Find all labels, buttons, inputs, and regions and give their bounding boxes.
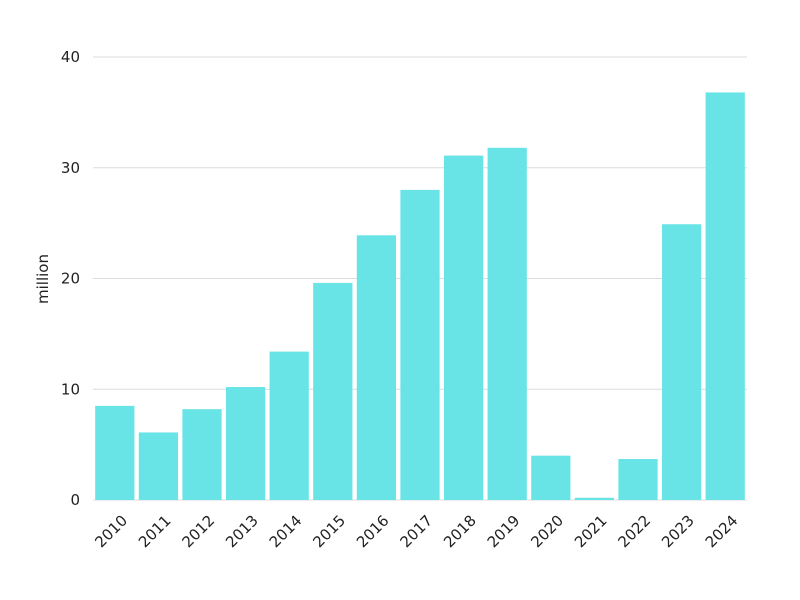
y-tick-label: 40 — [61, 48, 80, 66]
y-tick-label: 30 — [61, 159, 80, 177]
x-tick-label: 2018 — [440, 512, 480, 552]
x-tick-label: 2024 — [702, 512, 742, 552]
bar — [531, 455, 571, 500]
y-tick-label: 20 — [61, 270, 80, 288]
x-tick-label: 2013 — [222, 512, 262, 552]
bar — [618, 459, 658, 500]
bar — [356, 235, 397, 500]
x-tick-label: 2020 — [527, 512, 567, 552]
bar — [138, 432, 179, 500]
y-tick-label: 10 — [61, 380, 80, 398]
bar — [269, 351, 309, 500]
x-tick-label: 2015 — [309, 512, 349, 552]
bar — [182, 409, 222, 500]
bar — [487, 147, 527, 500]
x-tick-label: 2022 — [615, 512, 655, 552]
y-axis-label: million — [34, 254, 52, 304]
x-tick-label: 2021 — [571, 512, 611, 552]
bar — [574, 497, 615, 500]
y-tick-label: 0 — [70, 491, 80, 509]
x-tick-label: 2023 — [658, 512, 698, 552]
x-tick-label: 2016 — [353, 512, 393, 552]
x-tick-label: 2010 — [91, 512, 131, 552]
bar — [95, 405, 135, 500]
x-tick-label: 2011 — [135, 512, 175, 552]
bar — [661, 224, 702, 501]
bar — [225, 387, 266, 500]
x-tick-label: 2017 — [397, 512, 437, 552]
x-tick-label: 2019 — [484, 512, 524, 552]
bar — [400, 189, 440, 500]
bar — [705, 92, 745, 500]
bar — [313, 282, 353, 500]
x-tick-label: 2014 — [266, 512, 306, 552]
x-tick-label: 2012 — [179, 512, 219, 552]
bar — [443, 155, 484, 500]
